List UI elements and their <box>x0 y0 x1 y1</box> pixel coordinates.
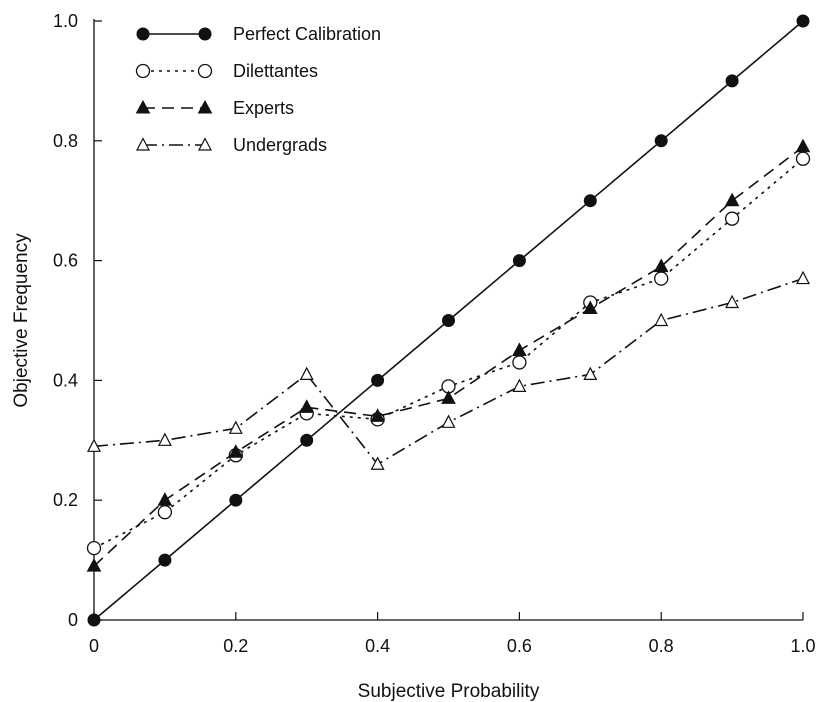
data-point-undergrads <box>87 438 101 452</box>
data-point-perfect-calibration <box>654 134 668 148</box>
data-point-dilettantes <box>86 540 102 556</box>
data-point-perfect-calibration <box>300 433 314 447</box>
legend-item-perfect-calibration: Perfect Calibration <box>136 24 381 44</box>
data-point-perfect-calibration <box>442 314 455 327</box>
data-point-experts <box>370 408 385 422</box>
data-point-dilettantes <box>795 151 811 166</box>
data-point-experts <box>582 300 598 315</box>
data-point-experts <box>724 192 740 207</box>
legend: Perfect Calibration Dilettantes Experts Und… <box>135 24 381 155</box>
legend-label: Dilettantes <box>233 61 318 81</box>
legend-item-experts: Experts <box>135 98 294 118</box>
data-point-undergrads <box>796 270 810 285</box>
legend-marker <box>197 63 213 79</box>
series-line-experts <box>93 146 804 567</box>
data-point-undergrads <box>228 420 243 434</box>
data-point-perfect-calibration <box>725 74 739 88</box>
data-point-dilettantes <box>654 271 669 286</box>
legend-label: Undergrads <box>233 135 327 155</box>
data-point-perfect-calibration <box>87 613 101 627</box>
data-point-undergrads <box>441 414 456 428</box>
series-line-undergrads <box>93 277 804 466</box>
legend-marker <box>198 137 212 151</box>
y-axis-title: Objective Frequency <box>11 233 32 408</box>
x-tick-label: 0.2 <box>223 636 248 656</box>
legend-label: Perfect Calibration <box>233 24 381 44</box>
x-tick-label: 1.0 <box>790 636 815 656</box>
data-point-experts <box>157 492 173 506</box>
data-point-experts <box>86 558 102 572</box>
legend-marker <box>135 99 151 114</box>
series-undergrads <box>87 270 810 470</box>
x-tick-label: 0 <box>89 636 99 656</box>
series-perfect-calibration <box>87 14 810 627</box>
data-point-experts <box>441 390 456 404</box>
data-point-undergrads <box>725 294 740 309</box>
legend-item-dilettantes: Dilettantes <box>135 61 318 81</box>
data-point-experts <box>653 258 669 273</box>
legend-label: Experts <box>233 98 294 118</box>
legend-marker <box>136 27 150 41</box>
series-line-dilettantes <box>93 158 804 549</box>
y-tick-label: 1.0 <box>53 11 78 31</box>
axes: 0 0.2 0.4 0.6 0.8 1.0 0 0.2 0.4 0.6 0.8 1.0 <box>53 11 816 656</box>
data-point-experts <box>512 342 527 356</box>
data-point-experts <box>299 399 315 413</box>
data-point-experts <box>228 444 244 458</box>
series-experts <box>86 138 811 572</box>
legend-marker <box>135 63 151 79</box>
data-point-undergrads <box>299 366 314 381</box>
legend-item-undergrads: Undergrads <box>136 135 327 155</box>
data-point-undergrads <box>583 366 598 381</box>
data-point-undergrads <box>370 456 385 470</box>
data-point-dilettantes <box>512 355 527 370</box>
legend-marker <box>136 137 150 151</box>
x-axis-title: Subjective Probability <box>358 681 540 702</box>
x-tick-label: 0.6 <box>507 636 532 656</box>
y-tick-label: 0 <box>68 610 78 630</box>
series-layer <box>86 14 811 627</box>
data-point-perfect-calibration <box>796 14 810 28</box>
data-point-experts <box>795 138 811 153</box>
y-tick-label: 0.6 <box>53 251 78 271</box>
data-point-perfect-calibration <box>583 194 597 208</box>
y-tick-label: 0.4 <box>53 370 78 390</box>
x-tick-label: 0.4 <box>365 636 390 656</box>
y-tick-label: 0.2 <box>53 490 78 510</box>
data-point-dilettantes <box>724 211 740 226</box>
data-point-perfect-calibration <box>158 553 172 567</box>
data-point-dilettantes <box>157 505 173 520</box>
data-point-perfect-calibration <box>371 373 385 387</box>
data-point-undergrads <box>512 378 527 392</box>
series-dilettantes <box>86 151 811 556</box>
data-point-undergrads <box>157 432 172 446</box>
y-tick-label: 0.8 <box>53 131 78 151</box>
data-point-undergrads <box>654 312 669 327</box>
data-point-perfect-calibration <box>512 254 526 268</box>
x-tick-label: 0.8 <box>649 636 674 656</box>
legend-marker <box>198 27 212 41</box>
legend-marker <box>197 99 213 114</box>
data-point-perfect-calibration <box>229 493 243 507</box>
